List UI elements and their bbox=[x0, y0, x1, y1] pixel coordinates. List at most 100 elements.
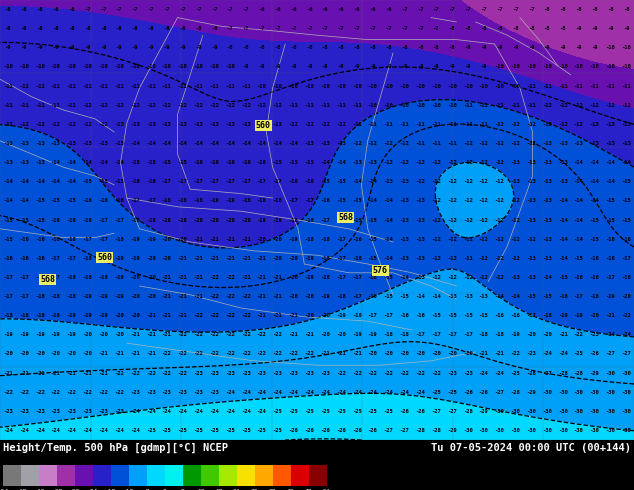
Text: -17: -17 bbox=[336, 237, 346, 242]
Text: -19: -19 bbox=[304, 256, 314, 261]
Text: -10: -10 bbox=[368, 84, 377, 89]
Text: -11: -11 bbox=[3, 84, 13, 89]
Text: -13: -13 bbox=[3, 160, 13, 165]
Text: -8: -8 bbox=[591, 7, 598, 12]
Text: -11: -11 bbox=[542, 84, 552, 89]
Text: -26: -26 bbox=[526, 370, 536, 375]
Text: -30: -30 bbox=[526, 428, 536, 433]
Text: -18: -18 bbox=[35, 294, 44, 299]
Text: -12: -12 bbox=[368, 141, 377, 146]
Text: -14: -14 bbox=[241, 141, 250, 146]
Text: -16: -16 bbox=[19, 256, 29, 261]
Text: -11: -11 bbox=[463, 256, 472, 261]
Text: -25: -25 bbox=[225, 428, 235, 433]
Text: -24: -24 bbox=[87, 489, 99, 490]
Text: -7: -7 bbox=[179, 7, 186, 12]
Text: -13: -13 bbox=[590, 122, 599, 127]
Text: -13: -13 bbox=[463, 294, 472, 299]
Text: -20: -20 bbox=[590, 313, 599, 318]
Text: 48: 48 bbox=[305, 489, 313, 490]
Text: -30: -30 bbox=[542, 428, 552, 433]
Text: -17: -17 bbox=[146, 198, 155, 203]
FancyBboxPatch shape bbox=[165, 465, 183, 486]
Text: -18: -18 bbox=[193, 198, 203, 203]
Text: -27: -27 bbox=[542, 370, 552, 375]
Text: -9: -9 bbox=[20, 26, 27, 31]
Text: -13: -13 bbox=[558, 179, 567, 184]
Text: -14: -14 bbox=[384, 256, 393, 261]
Text: -30: -30 bbox=[590, 409, 599, 414]
Text: -17: -17 bbox=[352, 275, 361, 280]
Text: -13: -13 bbox=[304, 141, 314, 146]
Text: -25: -25 bbox=[178, 428, 187, 433]
Text: -14: -14 bbox=[98, 160, 108, 165]
Text: -9: -9 bbox=[527, 46, 534, 50]
Text: -12: -12 bbox=[495, 160, 504, 165]
Text: -7: -7 bbox=[512, 7, 519, 12]
Text: -20: -20 bbox=[130, 313, 139, 318]
Text: -10: -10 bbox=[35, 65, 44, 70]
Text: -19: -19 bbox=[304, 275, 314, 280]
Text: -20: -20 bbox=[368, 351, 377, 356]
Text: -22: -22 bbox=[146, 370, 155, 375]
Text: -6: -6 bbox=[306, 7, 313, 12]
Text: -16: -16 bbox=[19, 237, 29, 242]
Text: -22: -22 bbox=[35, 390, 44, 394]
Text: -11: -11 bbox=[558, 84, 567, 89]
Text: -20: -20 bbox=[257, 237, 266, 242]
Text: -12: -12 bbox=[415, 179, 425, 184]
Text: -17: -17 bbox=[574, 294, 583, 299]
Text: -16: -16 bbox=[336, 218, 346, 222]
Text: 560: 560 bbox=[256, 121, 271, 130]
Text: -22: -22 bbox=[352, 370, 361, 375]
Text: -8: -8 bbox=[210, 26, 217, 31]
FancyBboxPatch shape bbox=[201, 465, 219, 486]
Text: -10: -10 bbox=[526, 65, 536, 70]
Text: -13: -13 bbox=[526, 275, 536, 280]
Text: -13: -13 bbox=[19, 141, 29, 146]
Text: -14: -14 bbox=[590, 179, 599, 184]
Text: -18: -18 bbox=[3, 313, 13, 318]
Text: -24: -24 bbox=[3, 428, 13, 433]
Text: -10: -10 bbox=[3, 65, 13, 70]
Text: -10: -10 bbox=[384, 103, 393, 108]
Text: -19: -19 bbox=[225, 198, 235, 203]
Text: -18: -18 bbox=[336, 294, 346, 299]
FancyBboxPatch shape bbox=[273, 465, 290, 486]
Text: -18: -18 bbox=[320, 237, 330, 242]
Text: -23: -23 bbox=[209, 390, 219, 394]
Text: -19: -19 bbox=[67, 313, 76, 318]
Text: -11: -11 bbox=[67, 84, 76, 89]
Text: -17: -17 bbox=[447, 332, 456, 337]
Text: -23: -23 bbox=[130, 390, 139, 394]
Text: -19: -19 bbox=[114, 256, 124, 261]
Text: -21: -21 bbox=[3, 370, 13, 375]
Text: -6: -6 bbox=[258, 7, 265, 12]
Text: -13: -13 bbox=[19, 160, 29, 165]
Text: -12: -12 bbox=[590, 103, 599, 108]
Text: -9: -9 bbox=[417, 65, 424, 70]
Text: -14: -14 bbox=[384, 237, 393, 242]
Text: -27: -27 bbox=[399, 428, 409, 433]
Text: -14: -14 bbox=[51, 160, 60, 165]
Text: -17: -17 bbox=[288, 198, 298, 203]
Text: -30: -30 bbox=[479, 428, 488, 433]
Text: -29: -29 bbox=[526, 390, 536, 394]
Text: -25: -25 bbox=[146, 428, 155, 433]
Text: -15: -15 bbox=[590, 218, 599, 222]
Text: -6: -6 bbox=[290, 7, 297, 12]
Text: -22: -22 bbox=[273, 351, 282, 356]
Text: -17: -17 bbox=[51, 275, 60, 280]
Text: -12: -12 bbox=[320, 122, 330, 127]
Text: -25: -25 bbox=[241, 428, 250, 433]
Text: -23: -23 bbox=[288, 370, 298, 375]
Text: -22: -22 bbox=[114, 390, 124, 394]
Text: -8: -8 bbox=[417, 46, 424, 50]
Text: -19: -19 bbox=[114, 294, 124, 299]
Text: -22: -22 bbox=[510, 351, 520, 356]
Text: -14: -14 bbox=[558, 237, 567, 242]
Text: -9: -9 bbox=[432, 65, 439, 70]
Text: -25: -25 bbox=[288, 409, 298, 414]
Text: -10: -10 bbox=[320, 84, 330, 89]
Text: -8: -8 bbox=[115, 26, 122, 31]
